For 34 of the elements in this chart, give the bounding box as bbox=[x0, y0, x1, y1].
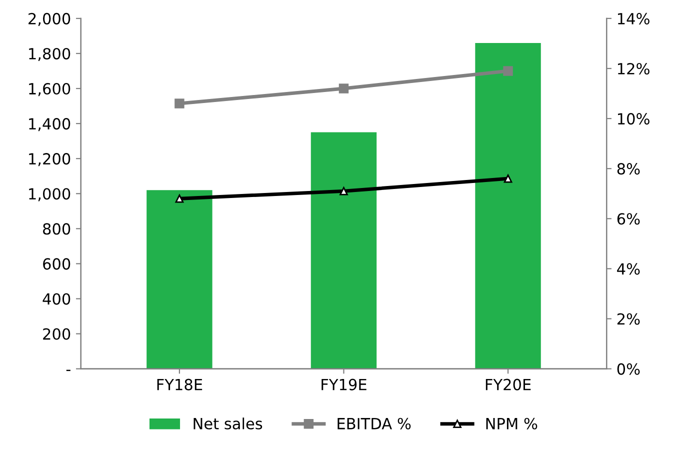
point bbox=[504, 174, 512, 183]
legend-label: EBITDA % bbox=[338, 418, 411, 430]
y2-tick-label: 10% bbox=[618, 113, 650, 125]
y-tick-label: 1,000 bbox=[29, 188, 70, 202]
y2-tick-label: 0% bbox=[617, 363, 640, 375]
y2-tick-label: 12% bbox=[618, 62, 650, 75]
y-tick-label: 400 bbox=[42, 293, 70, 305]
y-tick-label: 600 bbox=[43, 258, 70, 270]
x-tick-label: FY20E bbox=[486, 378, 531, 390]
y-tick-label: 1,400 bbox=[29, 118, 70, 132]
y-tick-label: 1,800 bbox=[29, 48, 70, 62]
y-tick-label: 800 bbox=[43, 223, 70, 235]
bar bbox=[475, 42, 541, 369]
y2-tick-label: 4% bbox=[617, 263, 640, 275]
y-tick-label: 200 bbox=[43, 328, 70, 340]
y2-tick-label: 2% bbox=[617, 313, 640, 325]
point bbox=[175, 194, 184, 203]
bar bbox=[146, 190, 212, 369]
x-tick-label: FY19E bbox=[322, 378, 366, 390]
point bbox=[340, 186, 348, 196]
point bbox=[503, 66, 513, 76]
x-tick-label: FY18E bbox=[157, 378, 202, 390]
y-tick-label: 1,600 bbox=[29, 82, 70, 96]
bar bbox=[310, 132, 377, 369]
y-tick-label: - bbox=[66, 370, 70, 372]
point bbox=[338, 84, 349, 94]
legend-label: Net sales bbox=[194, 418, 262, 430]
y2-tick-label: 14% bbox=[618, 12, 650, 24]
y-tick-label: 2,000 bbox=[28, 12, 70, 26]
y2-tick-label: 8% bbox=[617, 163, 640, 175]
legend-label: NPM % bbox=[486, 418, 538, 430]
point bbox=[174, 98, 184, 108]
y-tick-label: 1,200 bbox=[29, 153, 70, 166]
y2-tick-label: 6% bbox=[617, 213, 640, 225]
